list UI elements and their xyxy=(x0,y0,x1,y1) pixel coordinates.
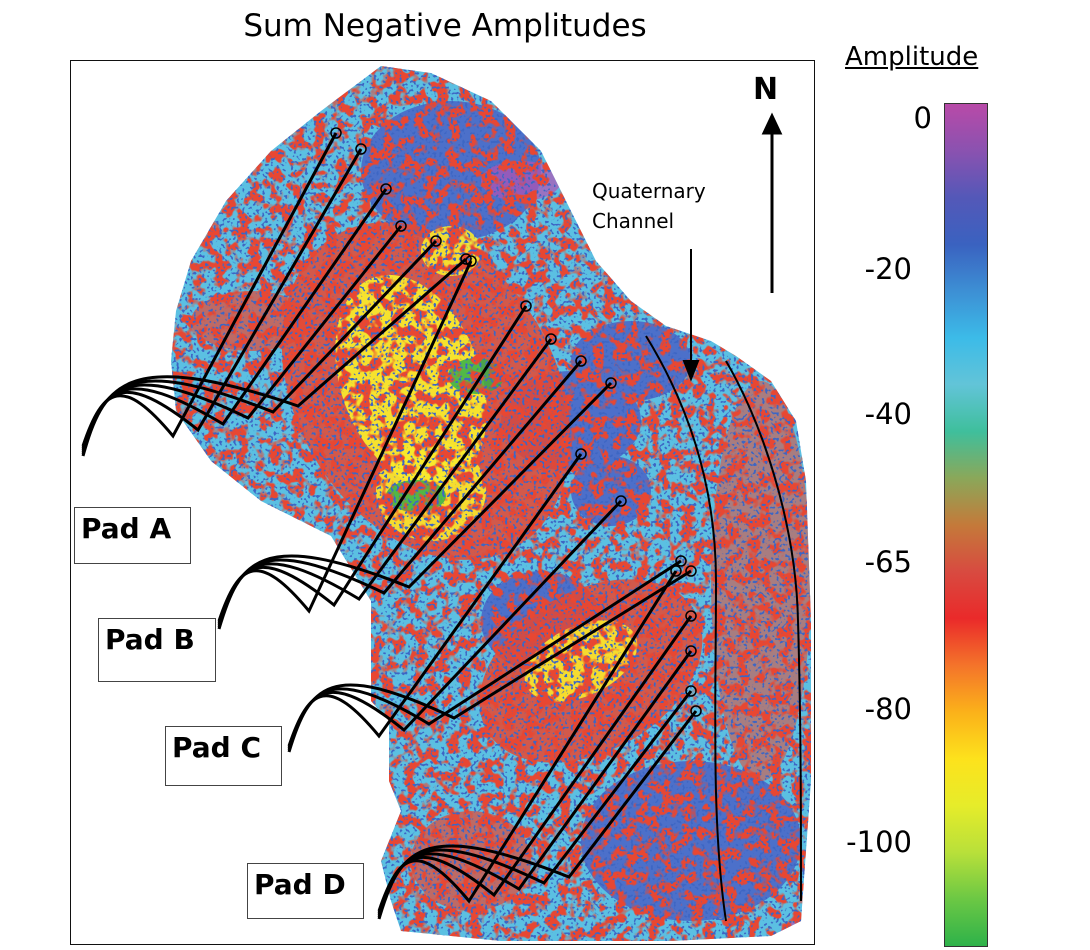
well-toe-marker xyxy=(605,377,617,389)
well-toe-marker xyxy=(685,565,697,577)
channel-arrow xyxy=(682,249,700,382)
well-toe-marker xyxy=(545,333,557,345)
well-toe-marker xyxy=(395,220,407,232)
well-toe-marker xyxy=(380,183,392,195)
annotation-line-1: Quaternary xyxy=(592,179,706,203)
annotation-line-2: Channel xyxy=(592,209,675,233)
well-toe-marker xyxy=(355,143,367,155)
north-arrow xyxy=(761,112,783,293)
well-toe-marker xyxy=(675,555,687,567)
pad-c-label: Pad C xyxy=(165,726,282,786)
well-path xyxy=(217,381,613,630)
map-title: Sum Negative Amplitudes xyxy=(243,8,647,44)
amplitude-colorbar xyxy=(944,103,988,947)
well-toe-marker xyxy=(670,565,682,577)
well-toe-marker xyxy=(615,495,627,507)
legend-tick-65: -65 xyxy=(864,545,912,579)
pad-d-label: Pad D xyxy=(247,863,364,919)
well-path xyxy=(377,710,698,920)
well-toe-marker xyxy=(460,253,472,265)
well-toe-marker xyxy=(575,448,587,460)
well-path xyxy=(81,257,467,457)
well-toe-marker xyxy=(465,255,477,267)
well-toe-marker xyxy=(690,705,702,717)
well-toe-marker xyxy=(685,685,697,697)
legend-tick-20: -20 xyxy=(864,252,912,286)
pad-a-label: Pad A xyxy=(74,507,191,564)
well-toe-markers xyxy=(330,127,702,717)
pad-b-label: Pad B xyxy=(98,618,216,682)
well-path xyxy=(287,569,692,753)
well-toe-marker xyxy=(685,610,697,622)
quaternary-channel-annotation: Quaternary Channel xyxy=(592,176,706,236)
amplitude-map-canvas xyxy=(81,66,811,941)
well-toe-marker xyxy=(330,127,342,139)
amplitude-map xyxy=(70,60,815,945)
legend-tick-40: -40 xyxy=(864,397,912,431)
legend-tick-100: -100 xyxy=(846,825,912,859)
well-toe-marker xyxy=(520,300,532,312)
quaternary-channel-boundaries xyxy=(645,335,802,922)
well-toe-marker xyxy=(575,355,587,367)
legend-tick-0: 0 xyxy=(913,101,932,135)
north-label: N xyxy=(753,72,779,107)
well-toe-marker xyxy=(430,235,442,247)
legend-title: Amplitude xyxy=(845,42,979,72)
well-toe-marker xyxy=(685,645,697,657)
horizontal-wells xyxy=(81,132,698,920)
legend-tick-80: -80 xyxy=(864,692,912,726)
